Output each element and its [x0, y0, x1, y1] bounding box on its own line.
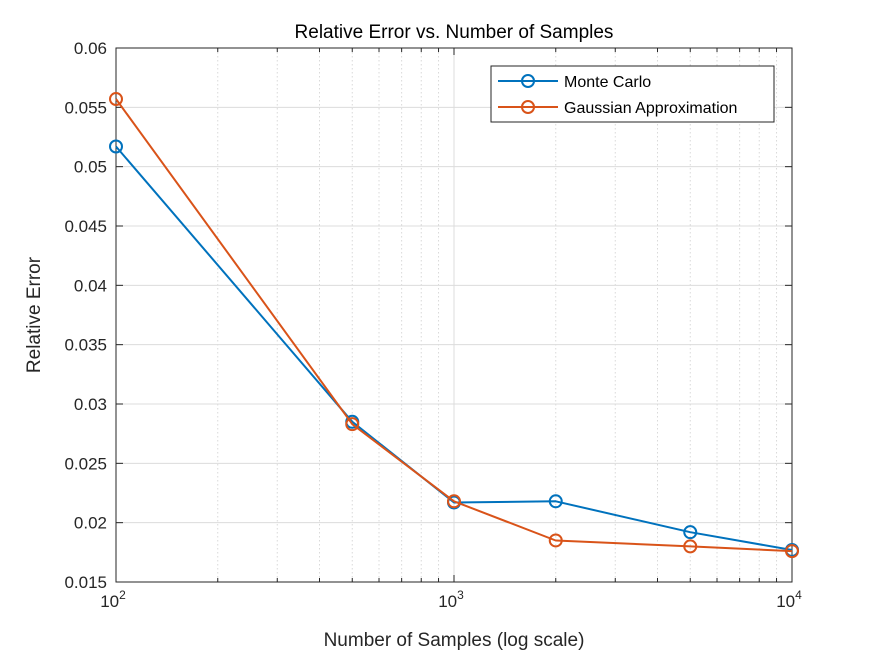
- y-tick-label: 0.05: [74, 158, 107, 177]
- y-tick-label: 0.03: [74, 395, 107, 414]
- series-line-monte-carlo: [115, 145, 793, 551]
- x-axis-title: Number of Samples (log scale): [324, 630, 585, 651]
- y-tick-label: 0.055: [64, 98, 107, 117]
- x-tick-label: 104: [776, 588, 802, 611]
- data-point-gaussian-approximation: [785, 544, 799, 559]
- y-tick-label: 0.06: [74, 39, 107, 58]
- data-point-monte-carlo: [109, 139, 123, 154]
- data-point-gaussian-approximation: [109, 92, 123, 107]
- y-tick-label: 0.025: [64, 454, 107, 473]
- y-axis-title: Relative Error: [24, 256, 45, 373]
- data-point-gaussian-approximation: [683, 539, 698, 554]
- chart-title: Relative Error vs. Number of Samples: [295, 22, 614, 43]
- series-gaussian-approximation: [109, 92, 799, 559]
- series-layer: [109, 92, 799, 559]
- data-point-monte-carlo: [548, 494, 563, 509]
- legend-marker-monte-carlo: [521, 74, 535, 88]
- y-tick-label: 0.02: [74, 514, 107, 533]
- tick-marks: [115, 47, 793, 583]
- legend-marker-gaussian-approximation: [521, 100, 535, 114]
- legend-box: [490, 65, 775, 123]
- data-point-gaussian-approximation: [548, 533, 563, 548]
- data-point-monte-carlo: [683, 525, 698, 540]
- y-tick-label: 0.035: [64, 336, 107, 355]
- x-tick-label: 102: [100, 588, 126, 611]
- legend: Monte Carlo Gaussian Approximation: [490, 65, 775, 123]
- legend-label-monte-carlo: Monte Carlo: [564, 74, 651, 91]
- y-tick-label: 0.015: [64, 573, 107, 592]
- x-tick-labels: 102 103 104: [100, 588, 802, 611]
- x-tick-label: 103: [438, 588, 464, 611]
- data-point-gaussian-approximation: [447, 494, 461, 509]
- y-tick-label: 0.045: [64, 217, 107, 236]
- y-tick-labels: 0.015 0.02 0.025 0.03 0.035 0.04 0.045 0.05 0.05…: [64, 39, 107, 592]
- y-tick-label: 0.04: [74, 276, 107, 295]
- legend-label-gaussian-approximation: Gaussian Approximation: [564, 100, 737, 117]
- series-line-gaussian-approximation: [115, 98, 793, 553]
- data-point-gaussian-approximation: [345, 417, 360, 432]
